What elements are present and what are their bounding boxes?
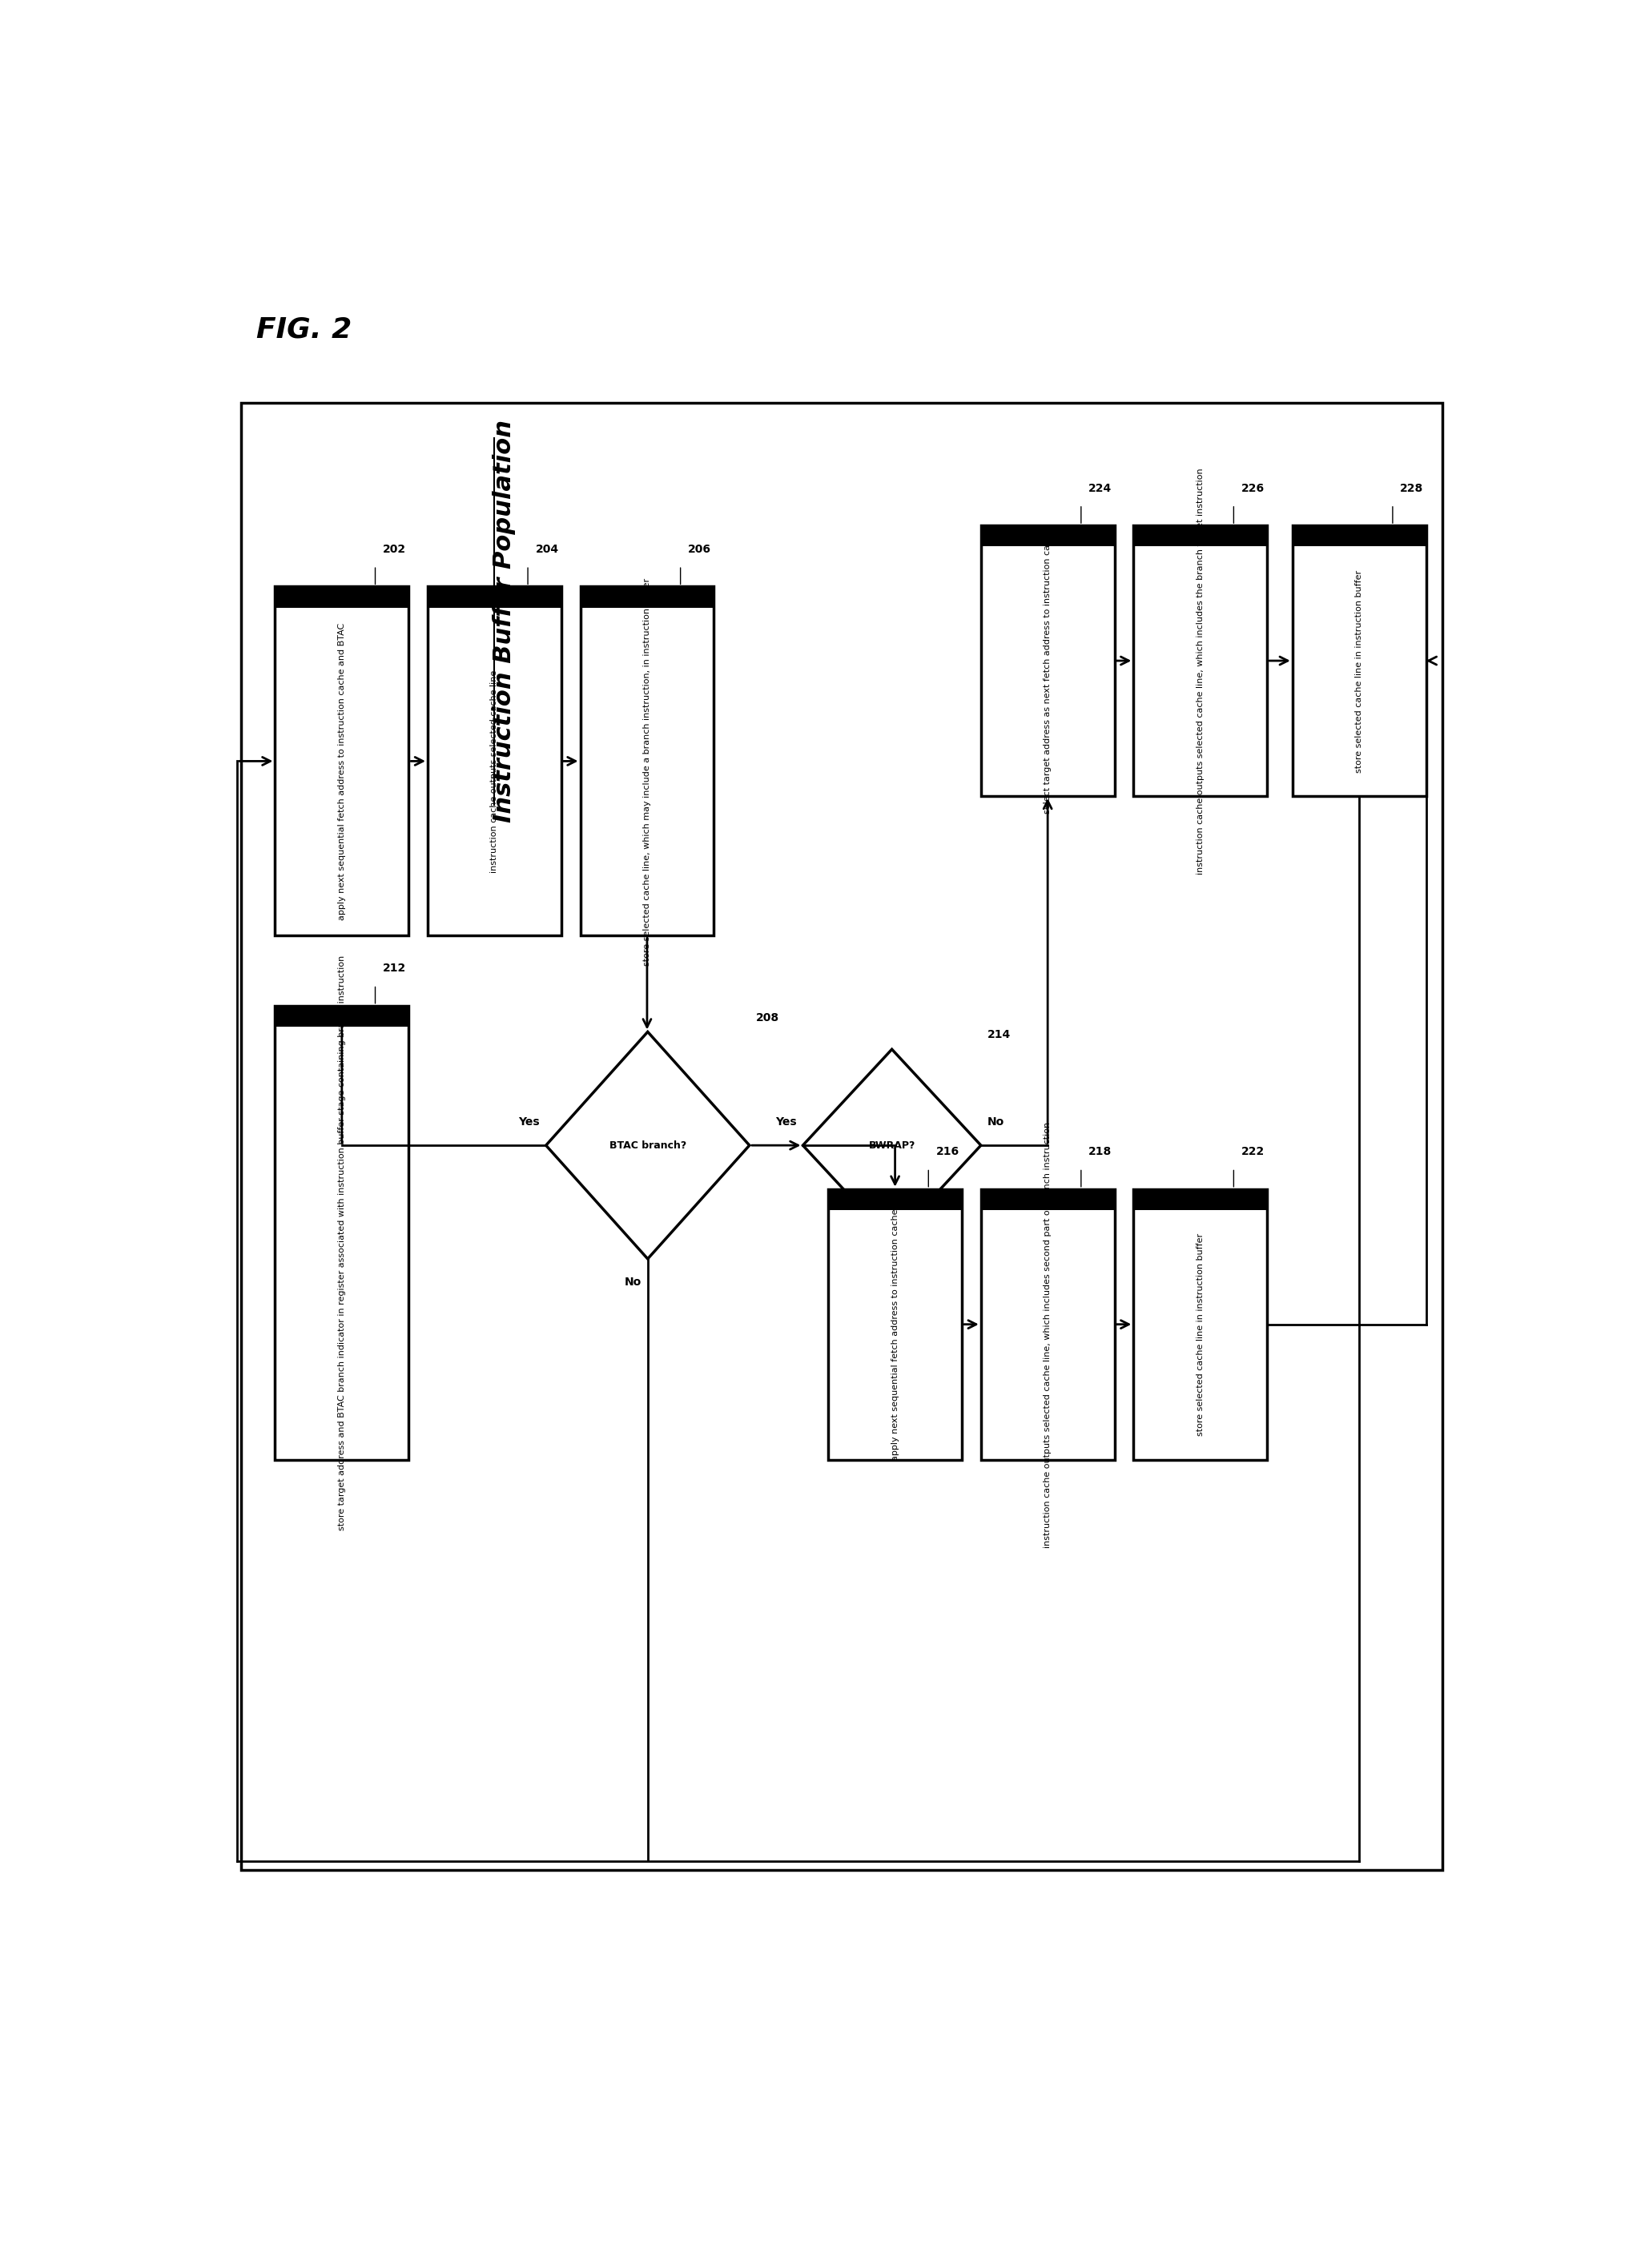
Text: Instruction Buffer Population: Instruction Buffer Population: [492, 420, 515, 823]
Text: 206: 206: [688, 544, 711, 556]
Text: store selected cache line in instruction buffer: store selected cache line in instruction…: [1196, 1234, 1204, 1436]
Polygon shape: [546, 1032, 750, 1259]
Text: store selected cache line in instruction buffer: store selected cache line in instruction…: [1355, 569, 1364, 773]
Text: 228: 228: [1400, 483, 1423, 494]
Text: 218: 218: [1088, 1145, 1113, 1157]
Text: apply next sequential fetch address to instruction cache and BTAC: apply next sequential fetch address to i…: [338, 624, 346, 921]
Text: 204: 204: [535, 544, 558, 556]
Bar: [1134, 526, 1267, 547]
Text: store target address and BTAC branch indicator in register associated with instr: store target address and BTAC branch ind…: [338, 955, 346, 1531]
Text: instruction cache outputs selected cache line, which includes second part of bra: instruction cache outputs selected cache…: [1044, 1123, 1052, 1547]
Bar: [981, 526, 1114, 547]
Bar: [981, 526, 1114, 796]
Bar: [829, 1188, 962, 1461]
Text: 208: 208: [757, 1012, 779, 1023]
Text: apply next sequential fetch address to instruction cache: apply next sequential fetch address to i…: [891, 1209, 899, 1461]
Text: No: No: [624, 1277, 642, 1288]
Bar: [1293, 526, 1426, 796]
Text: 226: 226: [1241, 483, 1265, 494]
Polygon shape: [802, 1050, 981, 1241]
Bar: [276, 1005, 409, 1027]
Text: 222: 222: [1241, 1145, 1265, 1157]
Bar: [1134, 1188, 1267, 1461]
Text: Yes: Yes: [775, 1116, 796, 1127]
Bar: [581, 587, 714, 937]
Text: 224: 224: [1088, 483, 1113, 494]
Bar: [829, 1188, 962, 1209]
Bar: [428, 587, 561, 937]
Bar: [981, 1188, 1114, 1209]
Bar: [428, 587, 561, 608]
Bar: [1134, 526, 1267, 796]
Bar: [1293, 526, 1426, 547]
Text: Yes: Yes: [519, 1116, 540, 1127]
Bar: [981, 1188, 1114, 1461]
Text: 214: 214: [988, 1030, 1011, 1041]
Text: 202: 202: [382, 544, 405, 556]
Bar: [1134, 1188, 1267, 1209]
Bar: [581, 587, 714, 608]
Text: 216: 216: [935, 1145, 960, 1157]
Text: instruction cache outputs selected cache line: instruction cache outputs selected cache…: [491, 671, 499, 873]
Text: BTAC branch?: BTAC branch?: [609, 1141, 686, 1150]
Bar: [276, 587, 409, 937]
Text: instruction cache outputs selected cache line, which includes the branch target : instruction cache outputs selected cache…: [1196, 467, 1204, 875]
Text: select target address as next fetch address to instruction cache: select target address as next fetch addr…: [1044, 528, 1052, 814]
Bar: [276, 587, 409, 608]
Text: No: No: [988, 1116, 1004, 1127]
Text: 212: 212: [382, 964, 405, 975]
Bar: [276, 1005, 409, 1461]
Text: BWRAP?: BWRAP?: [868, 1141, 916, 1150]
Text: FIG. 2: FIG. 2: [256, 315, 351, 342]
Bar: [241, 404, 1442, 1871]
Text: store selected cache line, which may include a branch instruction, in instructio: store selected cache line, which may inc…: [643, 578, 651, 966]
